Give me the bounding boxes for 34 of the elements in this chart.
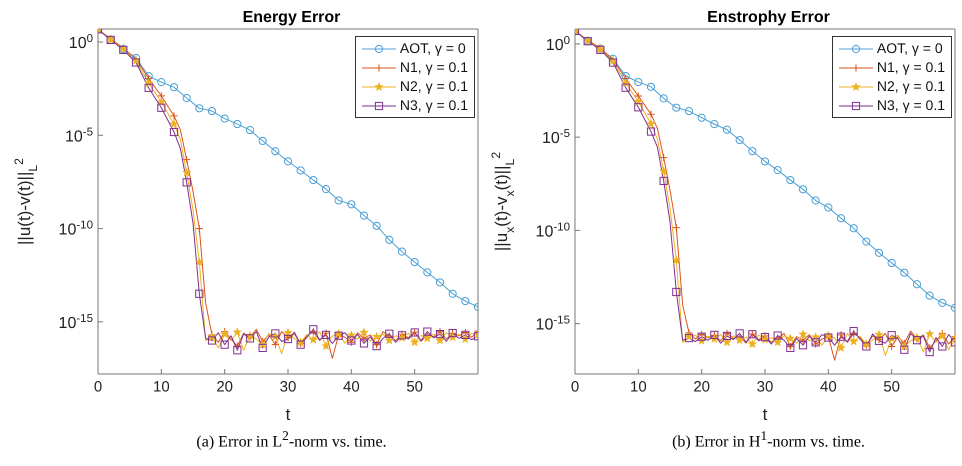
x-tick-label: 0 — [94, 378, 102, 396]
x-tick-label: 40 — [342, 378, 360, 396]
x-tick-label: 10 — [152, 378, 170, 396]
x-tick-label: 0 — [570, 378, 580, 396]
legend-label: N3, γ = 0.1 — [876, 96, 945, 115]
x-tick-label: 50 — [406, 378, 424, 396]
legend-label: AOT, γ = 0 — [400, 39, 466, 58]
legend-label: N2, γ = 0.1 — [876, 77, 945, 96]
legend-label: N3, γ = 0.1 — [400, 96, 468, 115]
legend-label: AOT, γ = 0 — [876, 39, 943, 58]
y-tick-label: 10$^{-5}$ — [64, 126, 93, 146]
legend-label: N2, γ = 0.1 — [400, 77, 468, 96]
text: (a) Error in L$^{2}$-norm vs. time. — [195, 428, 388, 452]
text: (b) Error in H$^{1}$-norm vs. time. — [671, 428, 866, 452]
y-tick-label: 10$^{-10}$ — [58, 220, 93, 239]
x-tick-label: 10 — [630, 378, 647, 396]
y-tick-label: 10$^{-10}$ — [536, 221, 570, 240]
y-tick-label: 10$^{-15}$ — [58, 312, 93, 332]
x-tick-label: 30 — [280, 378, 296, 396]
x-tick-label: 30 — [756, 378, 774, 396]
x-axis-title: t — [762, 405, 768, 424]
y-tick-label: 10$^{0}$ — [546, 34, 570, 54]
y-tick-label: 10$^{0}$ — [68, 33, 93, 52]
chart-title: Enstrophy Error — [706, 8, 831, 28]
x-axis-title: t — [286, 405, 291, 424]
x-tick-label: 50 — [883, 378, 900, 396]
x-tick-label: 20 — [216, 378, 234, 396]
legend-label: N1, γ = 0.1 — [400, 58, 468, 77]
y-tick-label: 10$^{-5}$ — [542, 128, 570, 148]
y-tick-label: 10$^{-15}$ — [536, 314, 570, 334]
chart-title: Energy Error — [242, 8, 342, 28]
x-tick-label: 20 — [693, 378, 710, 396]
legend-label: N1, γ = 0.1 — [876, 58, 945, 77]
x-tick-label: 40 — [820, 378, 837, 396]
